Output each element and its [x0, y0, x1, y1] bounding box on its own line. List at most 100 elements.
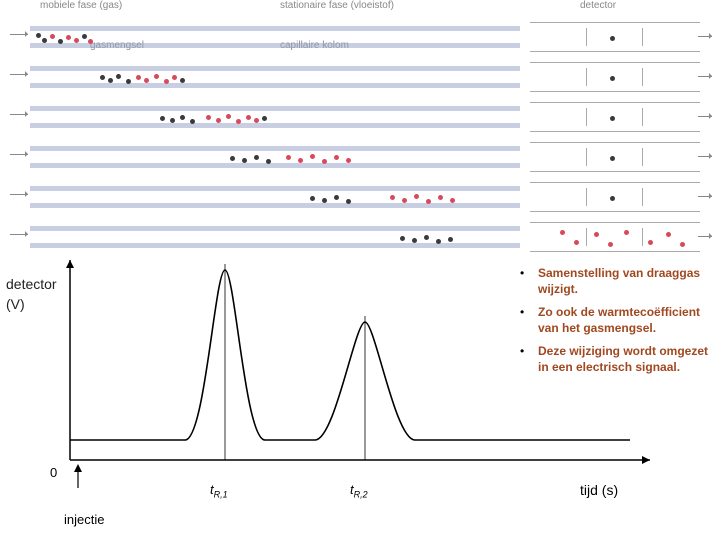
- molecule-red: [414, 194, 419, 199]
- molecule-red: [402, 198, 407, 203]
- stage-row: [0, 138, 720, 176]
- molecule-dark: [436, 239, 441, 244]
- molecule-red: [298, 158, 303, 163]
- bullet-item: •Zo ook de warmtecoëfficient van het gas…: [520, 305, 710, 336]
- stage-row: [0, 18, 720, 56]
- molecule-red: [236, 119, 241, 124]
- capillary-tube: [30, 186, 520, 208]
- y-axis-unit: (V): [6, 296, 25, 312]
- stage-row: [0, 178, 720, 216]
- molecule-red: [164, 79, 169, 84]
- molecule-red: [136, 75, 141, 80]
- capillary-tube: [30, 146, 520, 168]
- molecule-dark: [190, 119, 195, 124]
- molecule-red: [254, 118, 259, 123]
- molecule-red: [286, 155, 291, 160]
- molecule-red: [438, 195, 443, 200]
- capillary-tube: [30, 106, 520, 128]
- detector-box: [530, 102, 700, 132]
- molecule-dark: [160, 116, 165, 121]
- molecule-dark: [108, 78, 113, 83]
- molecule-dark: [36, 33, 41, 38]
- molecule-dark: [322, 198, 327, 203]
- molecule-red: [666, 232, 671, 237]
- molecule-red: [88, 39, 93, 44]
- molecule-dark: [610, 196, 615, 201]
- molecule-red: [390, 195, 395, 200]
- molecule-red: [154, 74, 159, 79]
- y-axis-label: detector: [6, 276, 57, 292]
- molecule-red: [680, 242, 685, 247]
- molecule-dark: [448, 237, 453, 242]
- molecule-red: [346, 158, 351, 163]
- injectie-label: injectie: [64, 512, 104, 527]
- tr1-label: tR,1: [210, 482, 228, 500]
- molecule-dark: [42, 38, 47, 43]
- bullet-item: •Samenstelling van draaggas wijzigt.: [520, 266, 710, 297]
- molecule-red: [560, 230, 565, 235]
- molecule-dark: [424, 235, 429, 240]
- molecule-red: [172, 75, 177, 80]
- capillary-tube: [30, 66, 520, 88]
- bullet-item: •Deze wijziging wordt omgezet in een ele…: [520, 344, 710, 375]
- tr2-label: tR,2: [350, 482, 368, 500]
- molecule-dark: [82, 34, 87, 39]
- molecule-dark: [230, 156, 235, 161]
- molecule-dark: [170, 118, 175, 123]
- capillary-tube: [30, 26, 520, 48]
- molecule-dark: [610, 76, 615, 81]
- label-mobiele: mobiele fase (gas): [40, 0, 122, 11]
- stage-row: [0, 58, 720, 96]
- molecule-dark: [610, 36, 615, 41]
- molecule-dark: [126, 79, 131, 84]
- stage-row: [0, 98, 720, 136]
- molecule-red: [226, 114, 231, 119]
- molecule-red: [334, 155, 339, 160]
- molecule-red: [450, 198, 455, 203]
- molecule-dark: [610, 116, 615, 121]
- detector-box: [530, 62, 700, 92]
- molecule-red: [246, 115, 251, 120]
- detector-box: [530, 182, 700, 212]
- label-detector: detector: [580, 0, 616, 11]
- molecule-red: [574, 240, 579, 245]
- molecule-dark: [400, 236, 405, 241]
- molecule-red: [74, 38, 79, 43]
- detector-box: [530, 222, 700, 252]
- molecule-dark: [610, 156, 615, 161]
- molecule-red: [66, 35, 71, 40]
- bullet-list: •Samenstelling van draaggas wijzigt. •Zo…: [520, 266, 710, 384]
- molecule-red: [624, 230, 629, 235]
- molecule-red: [50, 34, 55, 39]
- capillary-tube: [30, 226, 520, 248]
- molecule-dark: [180, 78, 185, 83]
- detector-box: [530, 22, 700, 52]
- molecule-red: [310, 154, 315, 159]
- molecule-red: [594, 232, 599, 237]
- origin-label: 0: [50, 465, 57, 480]
- molecule-dark: [242, 158, 247, 163]
- detector-box: [530, 142, 700, 172]
- label-stationaire: stationaire fase (vloeistof): [280, 0, 394, 11]
- molecule-dark: [266, 159, 271, 164]
- molecule-red: [608, 242, 613, 247]
- molecule-red: [322, 159, 327, 164]
- molecule-red: [426, 199, 431, 204]
- x-axis-label: tijd (s): [580, 482, 618, 498]
- molecule-dark: [346, 199, 351, 204]
- molecule-dark: [412, 238, 417, 243]
- molecule-dark: [180, 115, 185, 120]
- molecule-red: [206, 115, 211, 120]
- molecule-dark: [262, 116, 267, 121]
- molecule-dark: [58, 39, 63, 44]
- molecule-dark: [100, 75, 105, 80]
- top-label-row: mobiele fase (gas) stationaire fase (vlo…: [0, 0, 720, 18]
- molecule-dark: [116, 74, 121, 79]
- molecule-dark: [254, 155, 259, 160]
- molecule-red: [144, 78, 149, 83]
- molecule-red: [216, 118, 221, 123]
- molecule-dark: [310, 196, 315, 201]
- molecule-red: [648, 240, 653, 245]
- separation-stages: mobiele fase (gas) stationaire fase (vlo…: [0, 0, 720, 258]
- stage-row: [0, 218, 720, 256]
